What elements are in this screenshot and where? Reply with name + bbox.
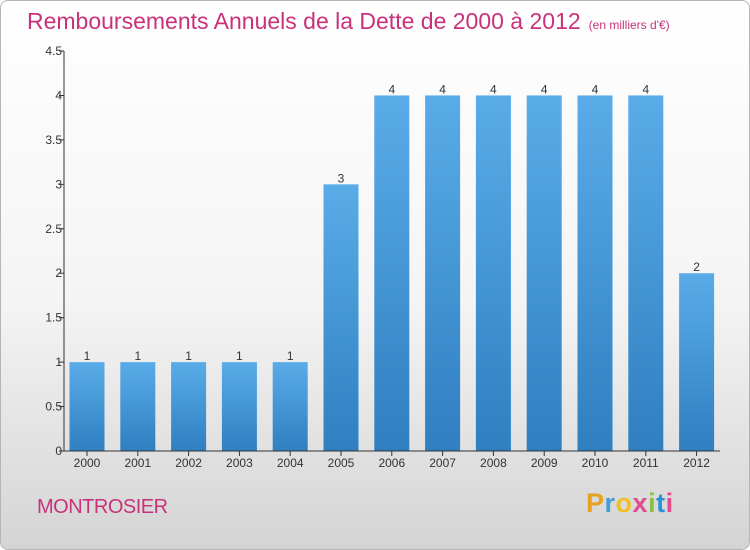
x-tick-label: 2003 — [226, 456, 253, 470]
x-tick-label: 2004 — [277, 456, 304, 470]
x-tick-label: 2001 — [124, 456, 151, 470]
bars: 1 1 1 1 1 3 4 4 4 4 4 4 2 — [69, 82, 715, 452]
data-label: 1 — [134, 349, 141, 363]
proxiti-logo: Proxiti — [586, 488, 674, 518]
data-label: 1 — [287, 349, 294, 363]
x-tick-label: 2006 — [378, 456, 405, 470]
data-label: 4 — [388, 82, 395, 96]
data-label: 4 — [490, 82, 497, 96]
bar — [628, 95, 664, 451]
y-tick-label: 2 — [55, 266, 62, 280]
bar — [577, 95, 613, 451]
x-tick-label: 2009 — [531, 456, 558, 470]
chart-title: Remboursements Annuels de la Dette de 20… — [27, 8, 670, 35]
bar — [171, 362, 207, 451]
x-tick-label: 2008 — [480, 456, 507, 470]
chart-title-text: Remboursements Annuels de la Dette de 20… — [27, 8, 581, 34]
bar — [679, 273, 715, 451]
y-tick-label: 0.5 — [45, 400, 62, 414]
x-tick-label: 2002 — [175, 456, 202, 470]
x-axis: 2000 2001 2002 2003 2004 2005 2006 2007 2008 2009… — [64, 450, 720, 470]
bar — [425, 95, 461, 451]
data-label: 4 — [592, 82, 599, 96]
y-tick-label: 3 — [55, 177, 62, 191]
bar — [69, 362, 105, 451]
data-label: 2 — [693, 260, 700, 274]
y-tick-label: 3.5 — [45, 133, 62, 147]
bar — [526, 95, 562, 451]
y-tick-label: 1.5 — [45, 311, 62, 325]
bar — [272, 362, 308, 451]
y-axis: 0 0.5 1 1.5 2 2.5 3 3.5 4 4.5 — [45, 44, 65, 458]
x-tick-label: 2010 — [582, 456, 609, 470]
y-tick-label: 0 — [55, 444, 62, 458]
y-tick-label: 1 — [55, 355, 62, 369]
data-label: 4 — [642, 82, 649, 96]
y-tick-label: 4 — [55, 88, 62, 102]
data-label: 1 — [84, 349, 91, 363]
city-name: MONTROSIER — [37, 496, 168, 518]
data-label: 4 — [541, 82, 548, 96]
bar — [120, 362, 156, 451]
x-tick-label: 2012 — [683, 456, 710, 470]
x-tick-label: 2007 — [429, 456, 456, 470]
data-label: 4 — [439, 82, 446, 96]
x-tick-label: 2011 — [633, 456, 659, 470]
bar — [221, 362, 257, 451]
y-tick-label: 4.5 — [45, 44, 62, 58]
x-tick-label: 2005 — [328, 456, 355, 470]
data-label: 1 — [185, 349, 192, 363]
data-label: 1 — [236, 349, 243, 363]
bar — [323, 184, 359, 452]
y-tick-label: 2.5 — [45, 222, 62, 236]
chart-unit: (en milliers d'€) — [588, 18, 670, 32]
bar — [475, 95, 511, 451]
x-tick-label: 2000 — [74, 456, 101, 470]
bar — [374, 95, 410, 451]
data-label: 3 — [338, 171, 345, 185]
